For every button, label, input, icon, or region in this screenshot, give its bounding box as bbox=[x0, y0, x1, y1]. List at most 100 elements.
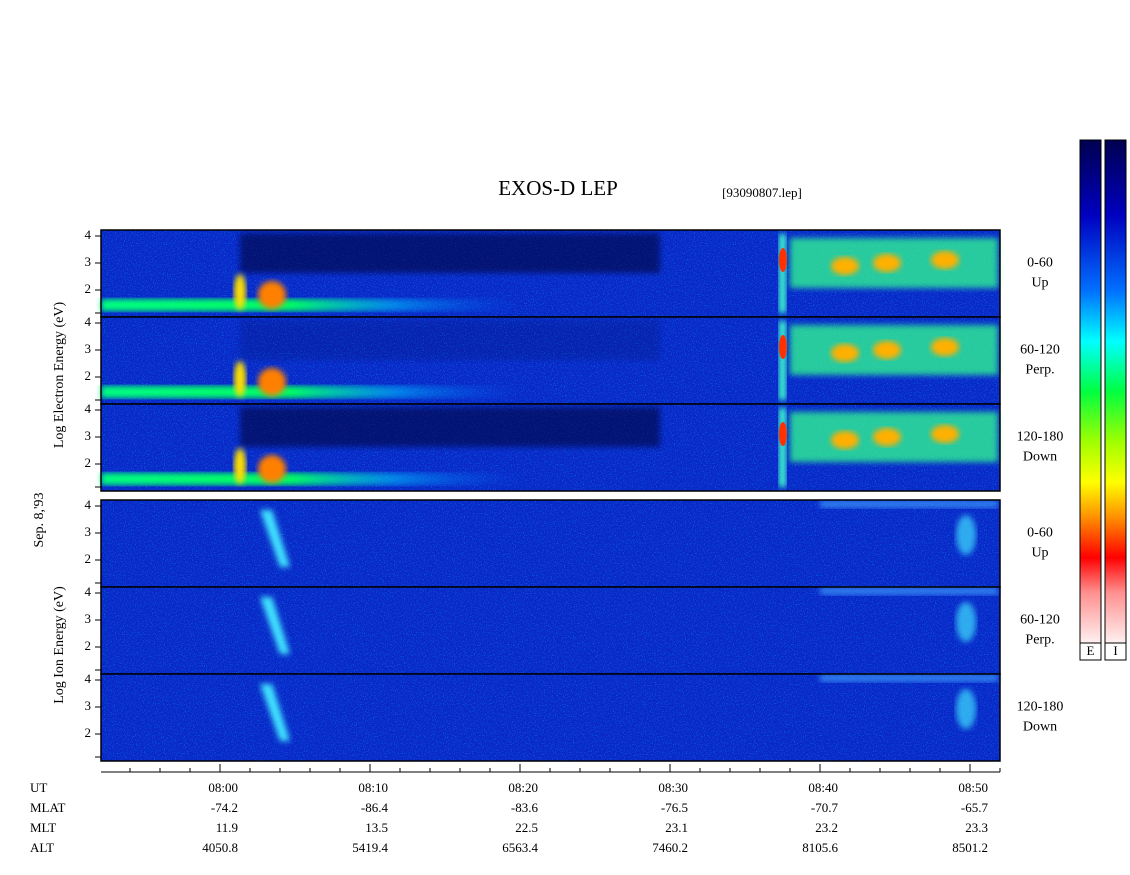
y-tick-label: 2 bbox=[85, 551, 92, 566]
panel: 4 3 2 0-60 Up bbox=[85, 227, 1053, 318]
electron-axis-label: Log Electron Energy (eV) bbox=[52, 302, 67, 449]
colorbar-label: I bbox=[1113, 643, 1117, 658]
burst bbox=[873, 254, 901, 272]
ephemeris-value: 11.9 bbox=[216, 820, 238, 835]
colorbar-label-box bbox=[1104, 642, 1127, 661]
y-tick-label: 3 bbox=[85, 341, 92, 356]
ephemeris-value: -83.6 bbox=[511, 800, 539, 815]
panel-direction: Down bbox=[1023, 450, 1057, 465]
dark-region bbox=[240, 320, 660, 360]
burst bbox=[258, 281, 286, 309]
burst bbox=[931, 251, 959, 269]
y-tick-label: 3 bbox=[85, 524, 92, 539]
ephemeris-value: 08:00 bbox=[208, 780, 238, 795]
panel: 4 3 2 0-60 Up bbox=[85, 497, 1053, 588]
panel-range: 0-60 bbox=[1027, 256, 1053, 271]
ion-streak bbox=[260, 684, 290, 741]
panel-direction: Perp. bbox=[1025, 363, 1054, 378]
panel-direction: Up bbox=[1031, 546, 1048, 561]
burst bbox=[234, 274, 246, 310]
panel: 4 3 2 60-120 Perp. bbox=[85, 314, 1060, 405]
ephemeris-value: 8501.2 bbox=[952, 840, 988, 855]
colorbar-label-box bbox=[1079, 642, 1102, 661]
panels: 4 3 2 0-60 Up 4 3 2 60-120 Perp. 4 3 2 120-180 Down 4 3 2… bbox=[85, 227, 1064, 762]
y-tick-label: 3 bbox=[85, 611, 92, 626]
y-tick-label: 2 bbox=[85, 638, 92, 653]
burst bbox=[779, 422, 787, 446]
low-energy-band bbox=[101, 386, 521, 398]
panel-noise bbox=[101, 500, 1000, 587]
top-band bbox=[820, 674, 998, 682]
ephemeris-value: 08:30 bbox=[658, 780, 688, 795]
spike bbox=[779, 408, 786, 487]
ephemeris-value: -76.5 bbox=[661, 800, 688, 815]
panel-range: 60-120 bbox=[1020, 613, 1060, 628]
panel-range: 120-180 bbox=[1017, 700, 1064, 715]
y-tick-label: 4 bbox=[85, 314, 92, 329]
ephemeris-value: 22.5 bbox=[515, 820, 538, 835]
ephemeris-value: -86.4 bbox=[361, 800, 389, 815]
ephemeris-value: 23.2 bbox=[815, 820, 838, 835]
ephemeris-value: -74.2 bbox=[211, 800, 238, 815]
ephemeris-value: 23.1 bbox=[665, 820, 688, 835]
ephemeris-value: 13.5 bbox=[365, 820, 388, 835]
burst bbox=[873, 428, 901, 446]
colorbar bbox=[1104, 139, 1127, 644]
y-tick-label: 2 bbox=[85, 455, 92, 470]
ephemeris-value: 08:10 bbox=[358, 780, 388, 795]
panel: 4 3 2 120-180 Down bbox=[85, 671, 1064, 762]
dark-region bbox=[240, 233, 660, 273]
y-tick-label: 4 bbox=[85, 497, 92, 512]
top-band bbox=[820, 500, 998, 508]
panel: 4 3 2 120-180 Down bbox=[85, 401, 1063, 492]
y-tick-label: 3 bbox=[85, 428, 92, 443]
ion-streak bbox=[260, 597, 290, 654]
burst bbox=[931, 338, 959, 356]
ephemeris-value: 6563.4 bbox=[502, 840, 538, 855]
dark-region bbox=[240, 407, 660, 447]
top-band bbox=[820, 587, 998, 595]
ephemeris-value: 23.3 bbox=[965, 820, 988, 835]
y-tick-label: 4 bbox=[85, 227, 92, 242]
burst bbox=[779, 248, 787, 272]
burst bbox=[831, 431, 859, 449]
panel-direction: Down bbox=[1023, 720, 1057, 735]
panel: 4 3 2 60-120 Perp. bbox=[85, 584, 1060, 675]
y-tick-label: 2 bbox=[85, 368, 92, 383]
spike bbox=[779, 234, 786, 313]
y-tick-label: 2 bbox=[85, 725, 92, 740]
burst bbox=[873, 341, 901, 359]
ion-axis-label: Log Ion Energy (eV) bbox=[52, 586, 67, 704]
panel-direction: Up bbox=[1031, 276, 1048, 291]
ephemeris-value: 7460.2 bbox=[652, 840, 688, 855]
ion-patch bbox=[956, 515, 976, 555]
low-energy-band bbox=[101, 299, 521, 311]
panel-frame bbox=[100, 403, 1001, 492]
title: EXOS-D LEP bbox=[498, 176, 618, 200]
burst bbox=[831, 257, 859, 275]
time-axis: UT 08:00 08:10 08:20 08:30 08:40 08:50 MLAT -74.… bbox=[30, 764, 1001, 855]
y-tick-label: 4 bbox=[85, 671, 92, 686]
low-energy-band bbox=[101, 473, 521, 485]
panel-noise bbox=[101, 674, 1000, 761]
burst bbox=[831, 344, 859, 362]
ion-streak bbox=[260, 510, 290, 567]
panel-direction: Perp. bbox=[1025, 633, 1054, 648]
panel-noise bbox=[101, 587, 1000, 674]
y-tick-label: 2 bbox=[85, 281, 92, 296]
ephemeris-value: -65.7 bbox=[961, 800, 989, 815]
spike bbox=[779, 321, 786, 400]
burst bbox=[234, 448, 246, 484]
ephemeris-name: UT bbox=[30, 780, 47, 795]
file-name: [93090807.lep] bbox=[722, 185, 802, 200]
y-tick-label: 3 bbox=[85, 698, 92, 713]
ephemeris-value: 4050.8 bbox=[202, 840, 238, 855]
ephemeris-value: 8105.6 bbox=[802, 840, 838, 855]
burst bbox=[931, 425, 959, 443]
ephemeris-name: MLT bbox=[30, 820, 56, 835]
panel-range: 60-120 bbox=[1020, 343, 1060, 358]
panel-range: 0-60 bbox=[1027, 526, 1053, 541]
ephemeris-name: ALT bbox=[30, 840, 54, 855]
